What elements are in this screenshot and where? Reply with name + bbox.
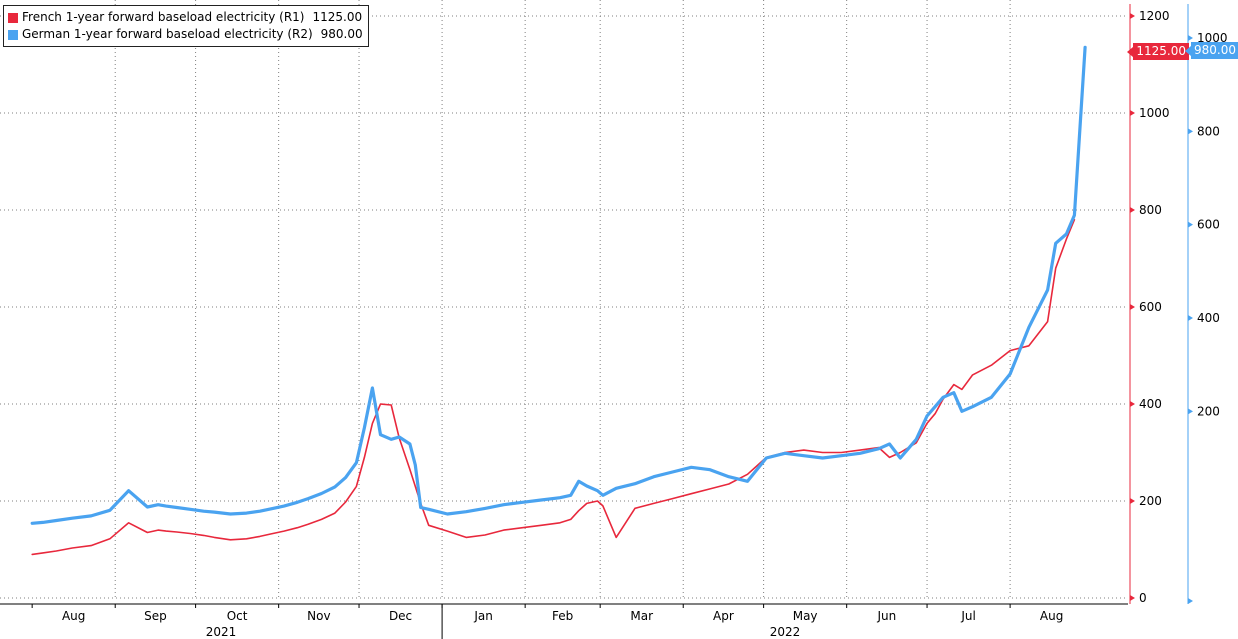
x-tick-label: Mar — [630, 609, 653, 623]
y-tick-label-r1: 1200 — [1139, 9, 1170, 23]
x-tick-label: Feb — [552, 609, 573, 623]
y-tick-label-r2: 1000 — [1197, 31, 1228, 45]
y-tick-r2 — [1188, 128, 1193, 135]
y-tick-r1 — [1130, 207, 1135, 213]
last-value-tag-german-arrow — [1185, 46, 1191, 56]
y-tick-r2 — [1188, 315, 1193, 321]
y-tick-label-r1: 400 — [1139, 397, 1162, 411]
x-tick-label: Sep — [144, 609, 167, 623]
axes: Aug Sep Oct Nov Dec Jan Feb Mar Apr May Jun Jul Aug 2… — [0, 4, 1228, 639]
last-value-tag-german: 980.00 — [1191, 42, 1238, 59]
y-tick-r2 — [1188, 221, 1193, 228]
y-tick-label-r1: 0 — [1139, 591, 1147, 605]
y-tick-r2 — [1188, 408, 1193, 415]
x-year-label: 2022 — [770, 625, 801, 639]
y-tick-label-r2: 400 — [1197, 311, 1220, 325]
legend-label-french: French 1-year forward baseload electrici… — [22, 10, 305, 24]
y-tick-label-r1: 200 — [1139, 494, 1162, 508]
legend-item-french: French 1-year forward baseload electrici… — [8, 9, 363, 26]
y-tick-r1 — [1130, 110, 1135, 116]
x-tick-label: Dec — [389, 609, 412, 623]
series — [30, 45, 1087, 556]
y-tick-label-r2: 800 — [1197, 124, 1220, 138]
y-tick-label-r1: 1000 — [1139, 106, 1170, 120]
y-tick-r1 — [1130, 595, 1135, 601]
legend: French 1-year forward baseload electrici… — [3, 5, 369, 47]
y-tick-r2 — [1188, 35, 1193, 41]
y-tick-label-r2: 600 — [1197, 218, 1220, 232]
legend-value-german: 980.00 — [320, 27, 363, 41]
x-tick-label: Aug — [1040, 609, 1063, 623]
y-tick-r1 — [1130, 401, 1135, 407]
legend-label-german: German 1-year forward baseload electrici… — [22, 27, 313, 41]
x-tick-label: Apr — [713, 609, 734, 623]
y-tick-label-r1: 600 — [1139, 300, 1162, 314]
x-tick-label: Jul — [960, 609, 975, 623]
x-year-label: 2021 — [206, 625, 237, 639]
y-tick-r1 — [1130, 304, 1135, 310]
x-tick-label: Nov — [307, 609, 330, 623]
legend-item-german: German 1-year forward baseload electrici… — [8, 26, 363, 43]
legend-value-french: 1125.00 — [312, 10, 363, 24]
x-tick-label: Oct — [227, 609, 248, 623]
y-tick-label-r1: 800 — [1139, 203, 1162, 217]
last-value-tag-french-arrow — [1127, 47, 1133, 57]
legend-swatch-german — [8, 29, 18, 40]
grid — [0, 0, 1128, 599]
last-value-tag-french: 1125.00 — [1133, 43, 1189, 60]
series-line-french — [31, 218, 1076, 556]
y-tick-r2-bottom — [1188, 598, 1193, 604]
legend-swatch-french — [8, 12, 18, 23]
y-tick-label-r2: 200 — [1197, 404, 1220, 418]
x-tick-label: Jan — [473, 609, 493, 623]
y-tick-r1 — [1130, 13, 1135, 19]
x-tick-label: May — [793, 609, 818, 623]
x-tick-label: Aug — [62, 609, 85, 623]
x-tick-label: Jun — [876, 609, 896, 623]
y-tick-r1 — [1130, 498, 1135, 504]
series-line-german — [30, 45, 1087, 525]
